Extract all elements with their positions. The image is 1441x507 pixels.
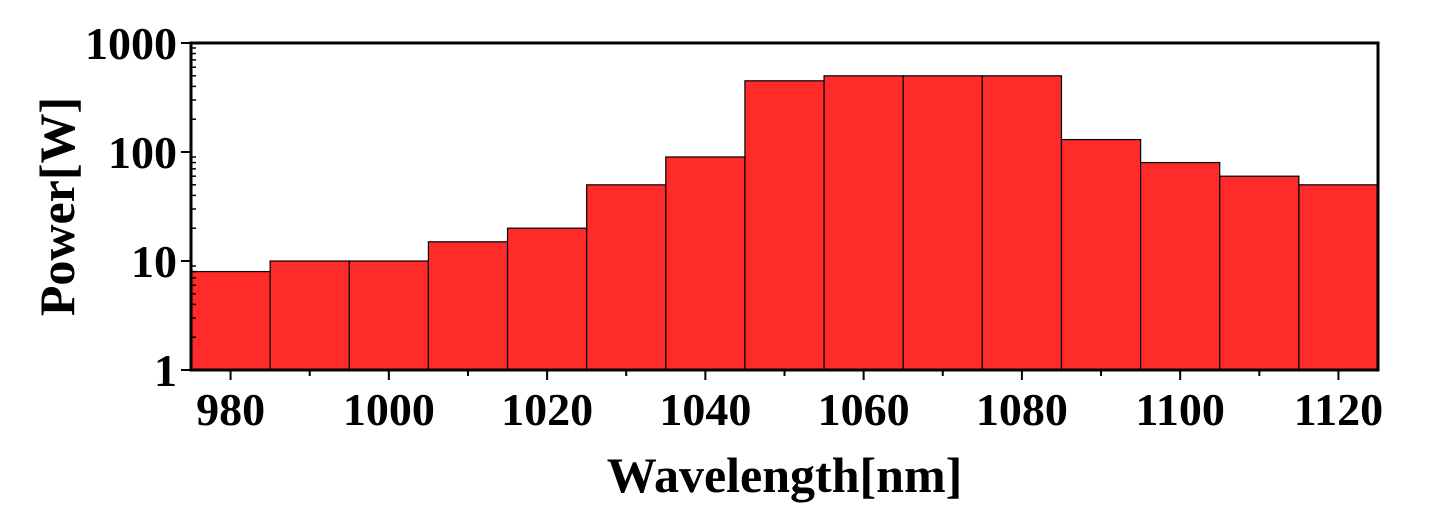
x-tick-label-1020: 1020 (501, 384, 593, 435)
x-tick-label-1100: 1100 (1135, 384, 1224, 435)
bar-980 (190, 270, 271, 371)
bar-1120 (1298, 184, 1379, 371)
y-axis-title: Power[W] (29, 97, 85, 316)
bar-1060 (823, 75, 904, 371)
x-tick-label-1120: 1120 (1294, 384, 1383, 435)
bar-1030 (586, 184, 667, 371)
x-tick-label-980: 980 (196, 384, 265, 435)
plot-frame (189, 41, 1380, 372)
bar-1090 (1060, 138, 1142, 371)
bar-1110 (1219, 175, 1300, 371)
bar-1040 (665, 156, 746, 371)
bar-1000 (348, 260, 429, 371)
bars-layer (190, 75, 1379, 371)
bar-990 (269, 260, 350, 371)
x-tick-label-1040: 1040 (659, 384, 751, 435)
tick-labels-layer: 980 1000 1020 1040 1060 1080 1100 1120 1 10 100 100… (85, 18, 1383, 435)
bar-1070 (902, 75, 983, 371)
bar-1020 (506, 227, 588, 371)
y-tick-label-1000: 1000 (85, 18, 177, 69)
x-tick-label-1000: 1000 (343, 384, 435, 435)
y-tick-label-1: 1 (154, 345, 177, 396)
bar-1100 (1139, 161, 1221, 371)
y-tick-label-100: 100 (108, 127, 177, 178)
x-tick-label-1060: 1060 (818, 384, 910, 435)
bar-1050 (744, 80, 825, 371)
y-tick-label-10: 10 (131, 236, 177, 287)
x-axis-title: Wavelength[nm] (607, 447, 963, 503)
bar-1010 (427, 241, 509, 371)
bar-1080 (981, 75, 1063, 371)
x-tick-label-1080: 1080 (976, 384, 1068, 435)
